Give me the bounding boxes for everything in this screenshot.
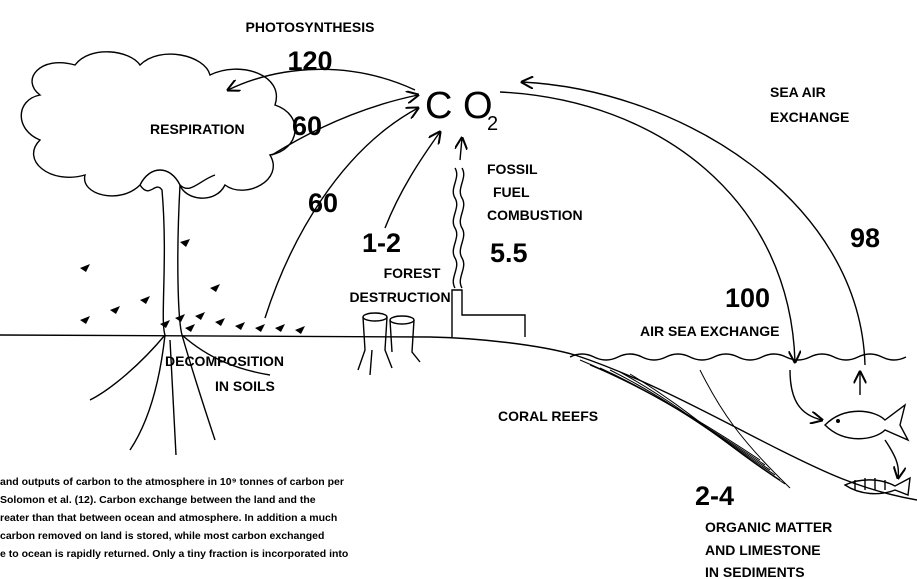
- respiration-label: RESPIRATION: [150, 121, 245, 137]
- air-sea-value: 100: [725, 283, 770, 313]
- fossil-arrow: [460, 138, 462, 161]
- sea-air-value: 98: [850, 223, 880, 253]
- sea-air-label: SEA AIR: [770, 84, 826, 100]
- sediments-label: AND LIMESTONE: [705, 542, 821, 558]
- fossil-label: COMBUSTION: [487, 207, 583, 223]
- photosynthesis-value: 120: [287, 46, 332, 76]
- forest-label: DESTRUCTION: [349, 289, 450, 305]
- decomposition-value: 60: [308, 188, 338, 218]
- sea-surface: [569, 353, 907, 361]
- caption-line: reater than that between ocean and atmos…: [0, 512, 337, 524]
- forest-value: 1-2: [362, 228, 401, 258]
- air-sea-label: AIR SEA EXCHANGE: [640, 323, 780, 339]
- tree-stumps: [357, 312, 421, 376]
- sediments-label: ORGANIC MATTER: [705, 519, 832, 535]
- sediments-label: IN SEDIMENTS: [705, 564, 805, 579]
- photosynthesis-label: PHOTOSYNTHESIS: [246, 19, 375, 35]
- smoke: [452, 167, 465, 289]
- ground-line: [0, 334, 917, 501]
- forest-label: FOREST: [384, 265, 441, 281]
- fish: [824, 403, 911, 496]
- fossil-value: 5.5: [490, 238, 528, 268]
- caption-line: carbon removed on land is stored, while …: [0, 530, 324, 542]
- tree-crown: [20, 51, 296, 199]
- tree-trunk: [89, 174, 271, 456]
- chimney: [451, 289, 526, 337]
- fossil-label: FOSSIL: [487, 161, 538, 177]
- decomposition-label: IN SOILS: [215, 378, 275, 394]
- caption-line: e to ocean is rapidly returned. Only a t…: [0, 548, 348, 560]
- leaves: [80, 239, 305, 334]
- sediments-value: 2-4: [695, 481, 734, 511]
- fossil-label: FUEL: [493, 184, 530, 200]
- co2-subscript: 2: [487, 113, 498, 135]
- respiration-value: 60: [292, 111, 322, 141]
- sea-air-label: EXCHANGE: [770, 109, 849, 125]
- co2-label: C O: [425, 85, 493, 127]
- caption-line: and outputs of carbon to the atmosphere …: [0, 476, 344, 488]
- flux-arrows: [228, 68, 898, 478]
- sediment-layers: [579, 359, 791, 489]
- caption-line: Solomon et al. (12). Carbon exchange bet…: [0, 494, 316, 506]
- decomposition-label: DECOMPOSITION: [165, 353, 284, 369]
- coral-reefs-label: CORAL REEFS: [498, 408, 598, 424]
